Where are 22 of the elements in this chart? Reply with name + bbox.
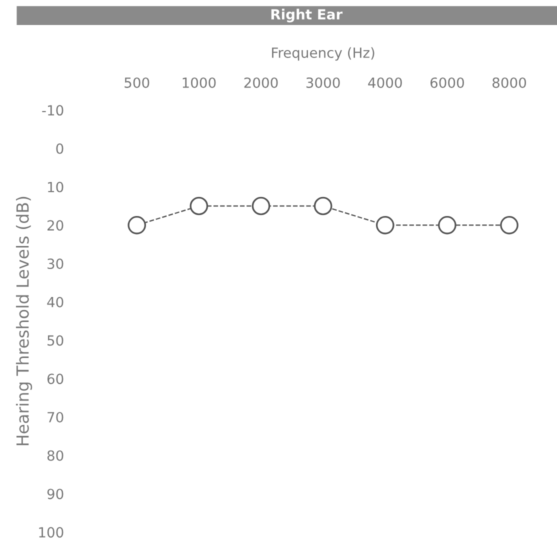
y-tick-label: 40 — [47, 296, 64, 308]
y-tick-label: 50 — [48, 335, 64, 346]
x-tick-label: 1000 — [182, 77, 216, 88]
x-tick-label: 3000 — [306, 77, 340, 88]
y-tick-label: 20 — [48, 220, 64, 231]
y-tick-label: 10 — [48, 182, 64, 192]
x-tick-label: 500 — [124, 77, 150, 88]
y-tick-label: -10 — [42, 105, 64, 116]
y-tick-label: 60 — [47, 374, 64, 384]
y-tick-label: 100 — [39, 527, 64, 538]
x-tick-label: 8000 — [492, 77, 526, 88]
x-tick-label: 6000 — [430, 77, 464, 88]
y-tick-label: 80 — [47, 450, 64, 461]
y-tick-label: 0 — [56, 143, 64, 154]
x-tick-label: 4000 — [368, 77, 402, 88]
x-axis-title: Frequency (Hz) — [272, 47, 374, 61]
y-axis-title: Hearing Threshold Levels (dB) — [16, 196, 32, 446]
x-tick-label: 2000 — [244, 77, 278, 88]
chart-title: Right Ear — [271, 8, 343, 22]
y-tick-label: 70 — [48, 412, 64, 422]
y-tick-label: 30 — [48, 258, 64, 270]
y-tick-label: 90 — [47, 488, 64, 500]
